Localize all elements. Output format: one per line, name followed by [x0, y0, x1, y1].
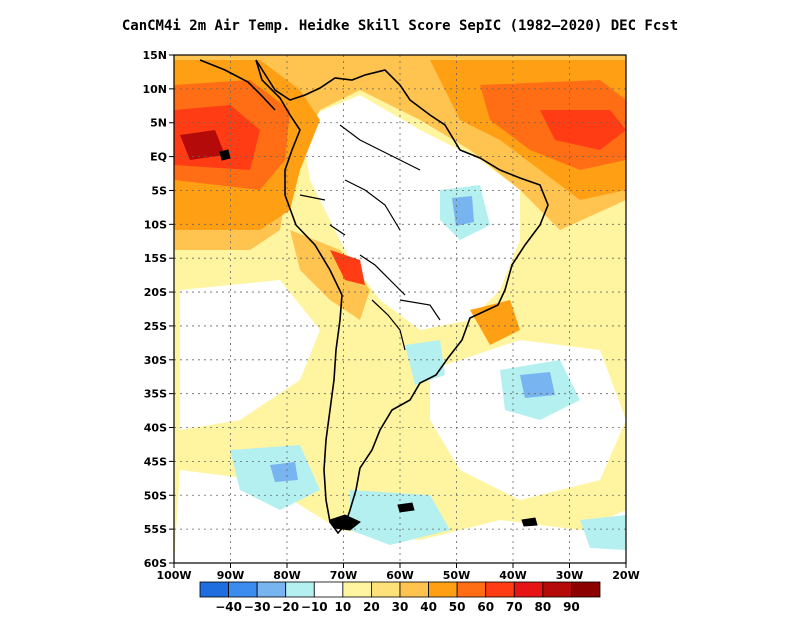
galapagos-islands	[219, 149, 231, 161]
lat-tick-label: 55S	[144, 523, 167, 536]
lon-tick-label: 90W	[217, 569, 244, 582]
tierra-del-fuego	[329, 514, 361, 531]
lon-tick-label: 100W	[156, 569, 191, 582]
colorbar-swatch	[313, 581, 344, 598]
lat-tick-label: 60S	[144, 557, 167, 570]
cyan-patch-rio-plata	[405, 340, 445, 385]
lat-tick-label: 10S	[144, 218, 167, 231]
colorbar-swatch	[199, 581, 229, 598]
lon-tick-label: 50W	[443, 569, 470, 582]
lon-tick-label: 80W	[273, 569, 300, 582]
lat-tick-label: 50S	[144, 489, 167, 502]
colorbar-label: −30	[244, 600, 271, 614]
white-patch-amazon	[300, 95, 520, 330]
lat-tick-label: 5N	[150, 117, 167, 130]
blue-patch-brazil	[452, 196, 474, 226]
colorbar-label: 20	[363, 600, 380, 614]
south-georgia	[521, 517, 538, 527]
lat-tick-label: 40S	[144, 422, 167, 435]
colorbar-label: 60	[477, 600, 494, 614]
colorbar-label: 80	[535, 600, 552, 614]
lat-tick-label: 45S	[144, 455, 167, 468]
colorbar-label: 10	[335, 600, 352, 614]
colorbar-swatch	[256, 581, 287, 598]
gold-patch-andes	[290, 230, 370, 320]
lat-tick-label: 15N	[142, 49, 167, 62]
gridlines	[174, 55, 626, 563]
colorbar-swatch	[228, 581, 258, 598]
coastline-layer	[199, 59, 549, 535]
colorbar-swatch	[542, 581, 572, 598]
colorbar-swatch	[399, 581, 429, 598]
white-patch-south-atlantic	[430, 340, 626, 500]
lat-tick-label: 5S	[151, 184, 167, 197]
colorbar-label: 30	[392, 600, 409, 614]
central-america-coast	[199, 59, 276, 111]
lon-tick-label: 60W	[386, 569, 413, 582]
colorbar-swatch	[285, 581, 315, 598]
lon-tick-label: 70W	[330, 569, 357, 582]
lon-tick-label: 30W	[556, 569, 583, 582]
colorbar-label: −10	[301, 600, 328, 614]
lat-tick-label: 35S	[144, 388, 167, 401]
colorbar-swatch	[485, 581, 515, 598]
colorbar: −40 −30 −20 −10 10 20 30 40 50 60 70 80 90	[199, 581, 601, 614]
map-title: CanCM4i 2m Air Temp. Heidke Skill Score …	[121, 18, 679, 34]
colorbar-label: 50	[449, 600, 466, 614]
colorbar-label: 90	[563, 600, 580, 614]
orange-patch-brazil-coast	[470, 300, 520, 345]
cyan-patch-southeast	[580, 515, 626, 550]
falkland-islands	[397, 502, 415, 513]
colorbar-label: −20	[272, 600, 299, 614]
lat-tick-label: 30S	[144, 354, 167, 367]
lat-tick-label: 20S	[144, 286, 167, 299]
colorbar-label: 40	[420, 600, 437, 614]
red-patch-peru	[330, 250, 365, 285]
colorbar-swatch	[513, 581, 544, 598]
blue-patch-atlantic	[520, 372, 555, 398]
lon-tick-label: 20W	[612, 569, 639, 582]
country-borders	[299, 124, 441, 351]
longitude-axis: 100W 90W 80W 70W 60W 50W 40W 30W 20W	[156, 563, 640, 582]
colorbar-swatch	[342, 581, 372, 598]
lat-tick-label: EQ	[150, 151, 167, 164]
lat-tick-label: 10N	[142, 83, 167, 96]
colorbar-label: −40	[215, 600, 242, 614]
south-america-coastline	[255, 59, 549, 535]
colorbar-swatch	[371, 581, 401, 598]
lat-tick-label: 15S	[144, 252, 167, 265]
blue-patch-patagonia-west	[270, 462, 298, 482]
white-patch-far-south	[174, 470, 626, 563]
lat-tick-label: 25S	[144, 320, 167, 333]
latitude-axis: 15N 10N 5N EQ 5S 10S 15S 20S 25S 30S 35S 40S 45S 50S 5…	[142, 49, 174, 570]
colorbar-swatch	[428, 581, 458, 598]
colorbar-swatch	[456, 581, 487, 598]
red-patch-atlantic	[540, 110, 626, 150]
colorbar-label: 70	[506, 600, 523, 614]
lon-tick-label: 40W	[499, 569, 526, 582]
colorbar-swatch	[571, 581, 601, 598]
dark-red-patch-pacific	[180, 130, 225, 160]
white-patch-south-pacific	[180, 280, 320, 430]
